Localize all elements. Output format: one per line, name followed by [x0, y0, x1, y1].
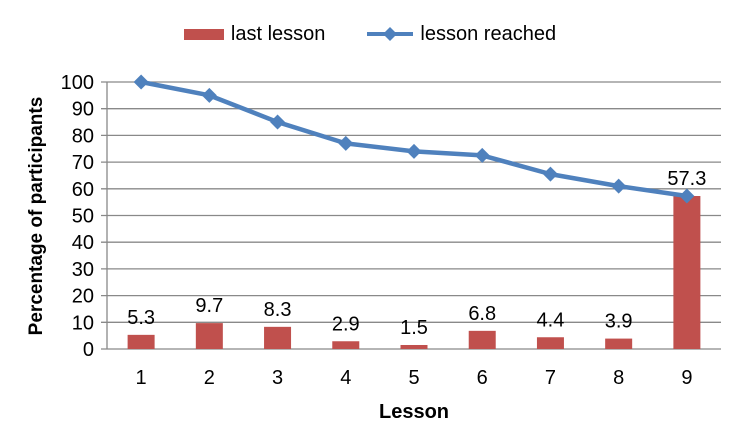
bar-data-label: 1.5	[400, 317, 428, 339]
y-tick-label: 10	[72, 312, 94, 334]
x-tick-label: 7	[545, 367, 556, 389]
bar-lesson-5	[400, 344, 428, 349]
diamond-marker-lesson-6	[474, 147, 490, 163]
y-tick-label: 70	[72, 152, 94, 174]
y-tick-label: 60	[72, 179, 94, 201]
diamond-marker-lesson-3	[270, 114, 286, 130]
diamond-marker-lesson-9	[679, 188, 695, 204]
x-tick-label: 8	[613, 367, 624, 389]
x-tick-label: 6	[477, 367, 488, 389]
bar-series-layer	[127, 196, 701, 349]
diamond-marker-lesson-7	[542, 166, 558, 182]
x-tick-label: 9	[681, 367, 692, 389]
y-tick-label: 0	[83, 339, 94, 361]
bar-data-label: 4.4	[537, 309, 565, 331]
bar-swatch-icon	[183, 28, 224, 40]
y-tick-label: 100	[61, 72, 94, 94]
bar-lesson-6	[468, 330, 496, 349]
legend-item-lesson-reached: lesson reached	[367, 24, 556, 44]
x-tick-label: 1	[136, 367, 147, 389]
diamond-marker-lesson-5	[406, 143, 422, 159]
line-series-layer	[133, 74, 695, 204]
label-layer: 5.3 9.7 8.3 2.9 1.5 6.8 4.4 3.9 57.3 1 2 3 4 5 6 7 8 9	[127, 168, 706, 389]
y-tick-label: 50	[72, 206, 94, 228]
bar-data-label: 3.9	[605, 311, 633, 333]
bar-data-label: 6.8	[468, 303, 496, 325]
bar-lesson-9	[673, 196, 701, 349]
legend: last lesson lesson reached	[0, 24, 740, 44]
bar-lesson-7	[536, 337, 564, 349]
bar-lesson-4	[332, 341, 360, 349]
bar-lesson-1	[127, 334, 155, 349]
line-diamond-swatch-icon	[367, 27, 414, 41]
bar-lesson-8	[605, 338, 633, 349]
x-tick-label: 4	[340, 367, 351, 389]
legend-item-last-lesson: last lesson	[183, 23, 326, 45]
bar-data-label: 8.3	[264, 299, 292, 321]
x-tick-label: 5	[408, 367, 419, 389]
y-axis-title: Percentage of participants	[26, 97, 47, 336]
y-tick-label: 90	[72, 99, 94, 121]
y-tick-label: 40	[72, 232, 94, 254]
bar-lesson-2	[195, 323, 223, 349]
x-axis-title: Lesson	[379, 401, 449, 423]
legend-label-last-lesson: last lesson	[230, 23, 326, 45]
diamond-marker-lesson-2	[201, 87, 217, 103]
bar-data-label: 57.3	[667, 168, 706, 190]
bar-data-label: 2.9	[332, 313, 360, 335]
bar-data-label: 5.3	[127, 307, 155, 329]
diamond-marker-lesson-1	[133, 74, 149, 90]
bar-data-label: 9.7	[195, 295, 223, 317]
bar-lesson-3	[264, 326, 292, 349]
diamond-marker-lesson-4	[338, 135, 354, 151]
diamond-marker-lesson-8	[611, 178, 627, 194]
legend-label-lesson-reached: lesson reached	[420, 23, 557, 45]
x-tick-label: 2	[204, 367, 215, 389]
line-series	[140, 79, 688, 199]
x-tick-label: 3	[272, 367, 283, 389]
y-tick-label: 30	[72, 259, 94, 281]
y-tick-label: 20	[72, 286, 94, 308]
y-tick-label: 80	[72, 125, 94, 147]
